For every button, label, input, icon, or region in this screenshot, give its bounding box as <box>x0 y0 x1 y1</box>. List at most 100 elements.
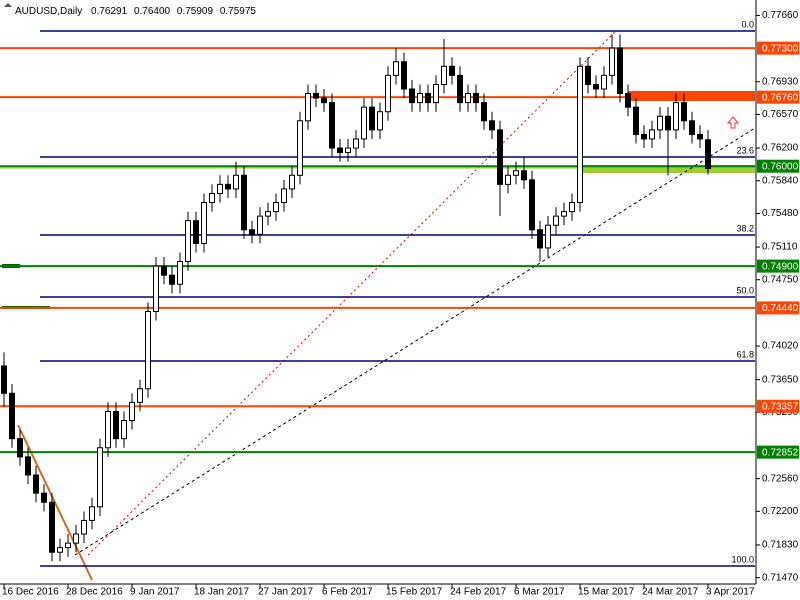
candle-body <box>329 102 335 149</box>
candle-body <box>57 547 63 553</box>
candle-body <box>409 88 415 104</box>
candle-body <box>313 93 319 99</box>
candle-body <box>1 365 7 394</box>
y-tick-label: 0.71830 <box>762 540 799 551</box>
x-tick-label: 9 Jan 2017 <box>130 587 180 598</box>
candle-body <box>41 492 47 503</box>
candle-body <box>297 120 303 176</box>
level-tag <box>757 259 799 273</box>
candle-body <box>169 274 175 285</box>
candle-body <box>137 388 143 403</box>
resistance-zone <box>628 91 755 101</box>
symbol-icon <box>4 3 12 7</box>
candle-body <box>561 211 567 217</box>
x-tick-label: 15 Feb 2017 <box>386 587 443 598</box>
x-tick-label: 3 Apr 2017 <box>706 587 755 598</box>
candle-body <box>33 474 39 494</box>
fib-label: 61.8 <box>736 349 754 359</box>
y-tick-label: 0.76570 <box>762 109 799 120</box>
candle-body <box>377 111 383 131</box>
open-label: 0.76291 <box>91 6 128 17</box>
x-tick-label: 15 Mar 2017 <box>578 587 635 598</box>
candle-body <box>321 97 327 104</box>
candle-body <box>433 83 439 104</box>
level-label: 0.74440 <box>762 303 799 314</box>
candle-body <box>201 202 207 244</box>
y-tick-label: 0.77660 <box>762 10 799 21</box>
candle-body <box>665 115 671 131</box>
y-tick-label: 0.73650 <box>762 374 799 385</box>
candle-body <box>265 211 271 217</box>
level-tag <box>757 399 799 413</box>
candle-body <box>337 147 343 154</box>
fib-label: 38.2 <box>736 223 754 233</box>
candle-body <box>353 138 359 149</box>
candle-body <box>545 224 551 249</box>
candle-body <box>241 174 247 231</box>
candle-body <box>705 139 711 169</box>
candle-body <box>105 410 111 449</box>
x-tick-label: 24 Feb 2017 <box>450 587 507 598</box>
candle-body <box>601 74 607 90</box>
candle-body <box>113 410 119 440</box>
arrow-icon <box>726 116 740 129</box>
title: AUDUSD,Daily <box>15 6 82 17</box>
candle-body <box>673 102 679 131</box>
level-tag <box>757 90 799 104</box>
candle-body <box>497 129 503 185</box>
x-tick-label: 6 Feb 2017 <box>322 587 373 598</box>
y-tick-label: 0.75840 <box>762 175 799 186</box>
candle-body <box>217 183 223 194</box>
close-label: 0.75975 <box>220 6 257 17</box>
level-tag <box>757 41 799 55</box>
candle-body <box>273 202 279 213</box>
candle-body <box>529 179 535 231</box>
candle-body <box>89 506 95 521</box>
candle-body <box>185 220 191 263</box>
candle-body <box>689 120 695 135</box>
fib-label: 0.0 <box>741 19 754 29</box>
candle-body <box>505 174 511 185</box>
candle-body <box>161 265 167 276</box>
candle-body <box>473 93 479 104</box>
candle-body <box>681 102 687 122</box>
candle-body <box>641 133 647 140</box>
candle-body <box>553 215 559 226</box>
candle-body <box>489 120 495 131</box>
y-tick-label: 0.74020 <box>762 341 799 352</box>
trend-line <box>87 31 616 556</box>
x-tick-label: 27 Jan 2017 <box>258 587 313 598</box>
chart-title: AUDUSD,Daily 0.76291 0.76400 0.75909 0.7… <box>15 6 256 17</box>
candle-body <box>465 93 471 104</box>
x-tick-label: 28 Dec 2016 <box>66 587 123 598</box>
candle-body <box>369 106 375 131</box>
candle-body <box>345 147 351 154</box>
level-label: 0.77300 <box>762 43 799 54</box>
candle-body <box>49 501 55 553</box>
candle-body <box>281 188 287 204</box>
fib-label: 23.6 <box>736 145 754 155</box>
candle-body <box>361 106 367 140</box>
candle-body <box>649 129 655 140</box>
y-tick-label: 0.71470 <box>762 572 799 583</box>
candle-body <box>233 174 239 190</box>
fib-label: 100.0 <box>731 554 754 564</box>
candle-body <box>537 229 543 249</box>
y-tick-label: 0.72200 <box>762 506 799 517</box>
candle-body <box>153 265 159 313</box>
candle-body <box>129 401 135 422</box>
y-tick-label: 0.72560 <box>762 473 799 484</box>
candle-body <box>697 133 703 140</box>
candle-body <box>457 74 463 104</box>
candle-body <box>449 65 455 76</box>
candle-body <box>481 102 487 122</box>
trend-line <box>74 127 756 556</box>
candle-body <box>177 261 183 285</box>
level-label: 0.76760 <box>762 92 799 103</box>
candle-body <box>249 229 255 235</box>
y-tick-label: 0.76200 <box>762 143 799 154</box>
level-tag <box>757 301 799 315</box>
candle-body <box>17 438 23 458</box>
level-tag <box>757 159 799 173</box>
candle-body <box>225 183 231 190</box>
